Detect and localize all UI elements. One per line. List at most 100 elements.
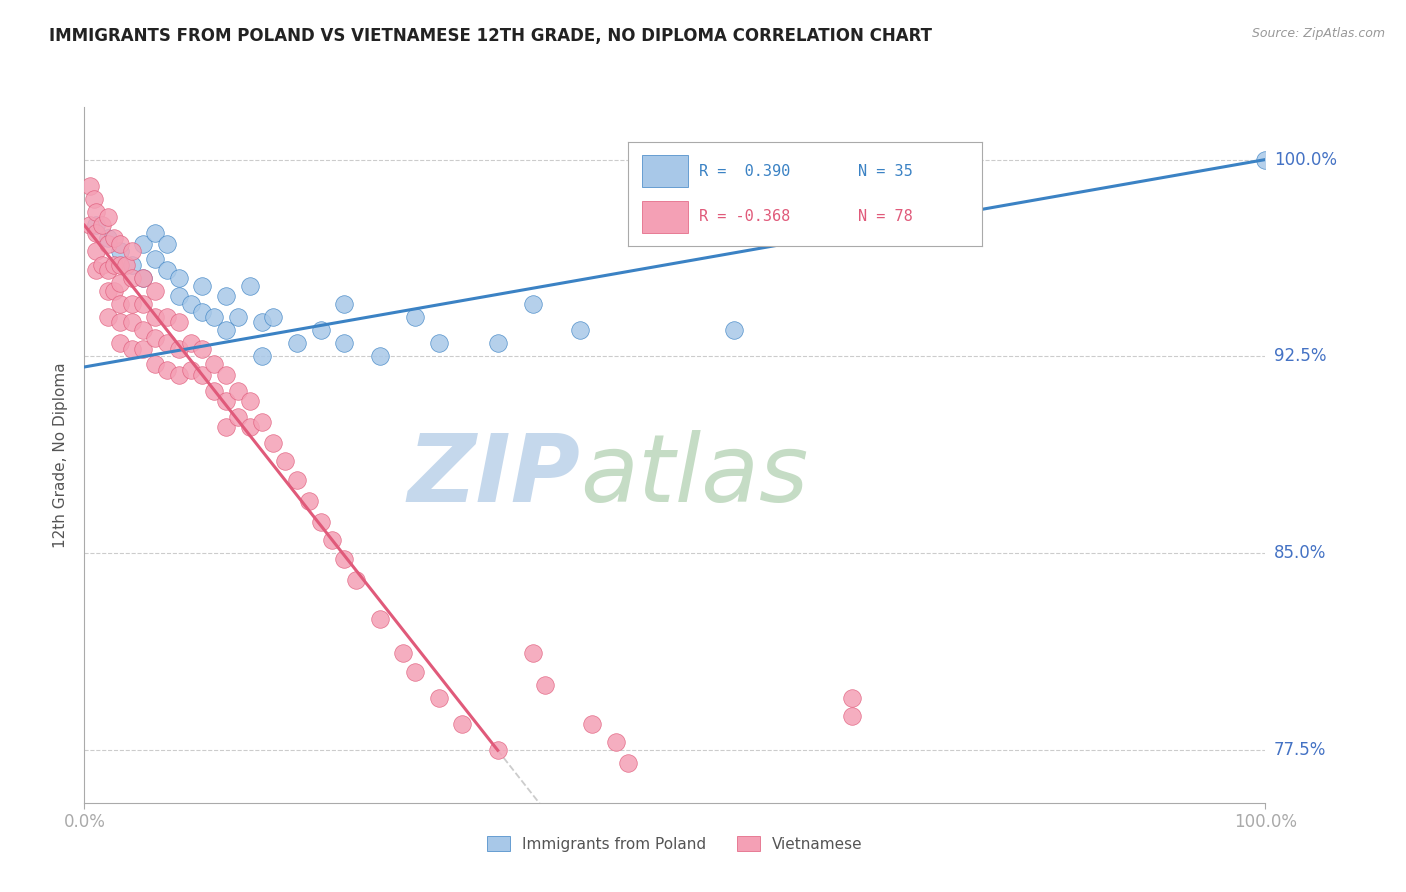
Point (143, 310, 166, 324)
Point (108, 336, 131, 351)
Point (333, 297, 356, 311)
Text: ZIP: ZIP (408, 430, 581, 522)
Text: atlas: atlas (581, 430, 808, 521)
Point (167, 289, 190, 303)
Point (427, 690, 450, 705)
Point (226, 310, 249, 324)
Point (298, 494, 321, 508)
Point (226, 384, 249, 398)
Point (132, 270, 155, 285)
Point (392, 646, 415, 660)
Point (191, 305, 214, 319)
Point (103, 284, 125, 298)
Bar (641, 202, 688, 233)
Point (191, 342, 214, 356)
Text: 77.5%: 77.5% (1274, 741, 1326, 759)
Legend: Immigrants from Poland, Vietnamese: Immigrants from Poland, Vietnamese (481, 830, 869, 858)
Point (132, 270, 155, 285)
Point (841, 709, 863, 723)
Point (309, 323, 332, 337)
Point (239, 394, 262, 409)
Point (404, 665, 426, 679)
Point (108, 258, 131, 272)
Point (250, 315, 273, 329)
Text: IMMIGRANTS FROM POLAND VS VIETNAMESE 12TH GRADE, NO DIPLOMA CORRELATION CHART: IMMIGRANTS FROM POLAND VS VIETNAMESE 12T… (49, 27, 932, 45)
Point (605, 735, 627, 749)
Point (285, 473, 308, 487)
Point (83, 192, 105, 206)
Point (368, 612, 391, 626)
Point (132, 323, 155, 337)
Point (121, 297, 143, 311)
Point (97, 284, 120, 298)
Point (202, 384, 225, 398)
Point (167, 342, 190, 356)
Point (121, 244, 143, 259)
Point (285, 336, 308, 351)
Point (156, 336, 179, 351)
Point (191, 278, 214, 293)
Point (522, 646, 544, 660)
Point (143, 226, 166, 240)
Point (143, 284, 166, 298)
Point (114, 258, 136, 272)
Point (121, 315, 143, 329)
Point (121, 270, 143, 285)
Point (167, 368, 190, 382)
Point (202, 357, 225, 371)
Point (202, 310, 225, 324)
Text: R =  0.390: R = 0.390 (699, 163, 790, 178)
Point (226, 409, 249, 424)
Text: N = 35: N = 35 (858, 163, 912, 178)
Point (167, 315, 190, 329)
Point (121, 342, 143, 356)
Point (121, 258, 143, 272)
Point (616, 756, 638, 771)
Point (156, 362, 179, 376)
Text: 100.0%: 100.0% (1274, 151, 1337, 169)
Point (1254, 153, 1277, 167)
Point (309, 515, 332, 529)
Point (103, 258, 125, 272)
Point (108, 315, 131, 329)
Point (250, 415, 273, 429)
Point (132, 297, 155, 311)
Point (103, 231, 125, 245)
Text: N = 78: N = 78 (858, 210, 912, 225)
Point (191, 368, 214, 382)
Bar (641, 155, 688, 186)
Text: Source: ZipAtlas.com: Source: ZipAtlas.com (1251, 27, 1385, 40)
Point (215, 289, 238, 303)
Point (522, 297, 544, 311)
Point (156, 262, 179, 277)
Point (333, 336, 356, 351)
Point (486, 336, 509, 351)
Point (143, 331, 166, 345)
Point (97, 211, 120, 225)
Point (97, 262, 120, 277)
Text: R = -0.368: R = -0.368 (699, 210, 790, 225)
Point (84, 218, 107, 232)
Point (84, 205, 107, 219)
Point (108, 297, 131, 311)
Text: 85.0%: 85.0% (1274, 544, 1326, 562)
Point (91, 258, 114, 272)
Point (215, 368, 238, 382)
Point (427, 336, 450, 351)
Point (180, 336, 202, 351)
Point (215, 394, 238, 409)
Point (84, 226, 107, 240)
Point (723, 323, 745, 337)
Point (215, 420, 238, 434)
Point (180, 297, 202, 311)
Point (534, 678, 557, 692)
Point (97, 236, 120, 251)
Point (344, 573, 367, 587)
Point (156, 236, 179, 251)
Point (156, 310, 179, 324)
Point (91, 218, 114, 232)
Point (368, 350, 391, 364)
Point (167, 270, 190, 285)
Point (274, 454, 297, 468)
Point (132, 236, 155, 251)
